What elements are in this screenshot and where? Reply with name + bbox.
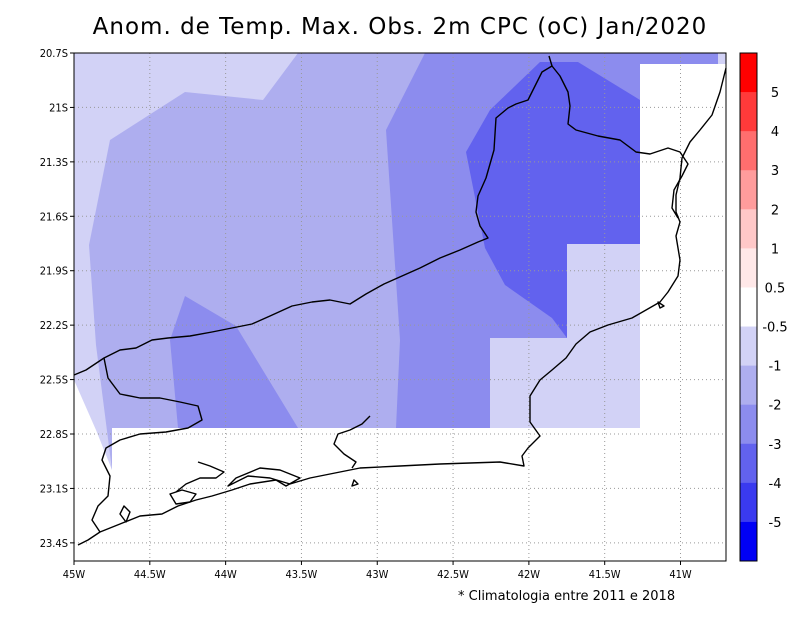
colorbar-label: -3 [769,438,782,453]
colorbar-swatch [740,404,757,445]
lat-tick-label: 23.1S [40,482,68,495]
colorbar-swatch [740,131,757,171]
lat-tick-label: 22.5S [40,374,68,387]
state-border-mg-es [73,55,553,376]
colorbar-label: 4 [771,125,779,140]
anomaly-field [74,53,726,470]
lat-tick-label: 22.2S [40,319,68,332]
colorbar-swatch [740,482,757,523]
lon-tick-label: 43W [366,568,389,581]
colorbar-swatch [740,209,757,249]
lat-tick-label: 20.7S [40,47,68,60]
colorbar-swatch [740,443,757,484]
map-title: Anom. de Temp. Max. Obs. 2m CPC (oC) Jan… [92,14,708,40]
island-2 [119,505,131,523]
latitude-axis: 20.7S 21S 21.3S 21.6S 21.9S 22.2S 22.5S 22.8S 23… [40,47,74,550]
lat-tick-label: 22.8S [40,428,68,441]
colorbar-outline [739,52,758,562]
lat-tick-label: 21.9S [40,265,68,278]
longitude-axis: 45W 44.5W 44W 43.5W 43W 42.5W 42W 41.5W 41W [63,561,692,581]
colorbar-label: 3 [771,164,779,179]
colorbar-swatch [740,170,757,210]
bay-guanabara [333,415,371,469]
lon-tick-label: 45W [63,568,86,581]
island-4 [657,301,665,309]
lat-tick-label: 21.3S [40,156,68,169]
island-3 [351,479,359,487]
colorbar-label: -2 [769,399,782,414]
colorbar-label: -5 [769,516,782,531]
map-boundaries [73,55,727,546]
lat-tick-label: 23.4S [40,537,68,550]
colorbar-swatch [740,287,757,328]
anomaly-region-strong-west [170,296,298,428]
lon-tick-label: 41.5W [589,568,621,581]
lon-tick-label: 41W [669,568,692,581]
colorbar-swatch [740,248,757,288]
colorbar-label: 0.5 [765,281,786,296]
lon-tick-label: 44.5W [134,568,166,581]
colorbar: 5 4 3 2 1 0.5 -0.5 -1 -2 -3 -4 -5 [739,52,788,562]
island-1 [169,489,197,505]
colorbar-swatch [740,92,757,132]
colorbar-swatch [740,365,757,406]
colorbar-label: -0.5 [762,321,787,336]
colorbar-label: -1 [769,360,782,375]
colorbar-label: 2 [771,203,779,218]
colorbar-label: 1 [771,242,779,257]
coastline [77,67,727,546]
lat-tick-label: 21S [49,101,68,114]
map-frame [73,52,727,562]
colorbar-swatch [740,326,757,367]
lon-tick-label: 42.5W [437,568,469,581]
colorbar-label: -4 [769,477,782,492]
lat-tick-label: 21.6S [40,210,68,223]
lon-tick-label: 42W [518,568,541,581]
footnote: * Climatologia entre 2011 e 2018 [458,589,676,604]
colorbar-label: 5 [771,86,779,101]
colorbar-swatch [740,53,757,93]
colorbar-swatch [740,521,757,562]
anomaly-region-strongest [466,62,640,338]
lon-tick-label: 44W [214,568,237,581]
bay-ilha-grande [175,461,225,493]
state-border-mg-rj [91,357,203,533]
state-border-es-north [551,65,689,219]
lon-tick-label: 43.5W [286,568,318,581]
